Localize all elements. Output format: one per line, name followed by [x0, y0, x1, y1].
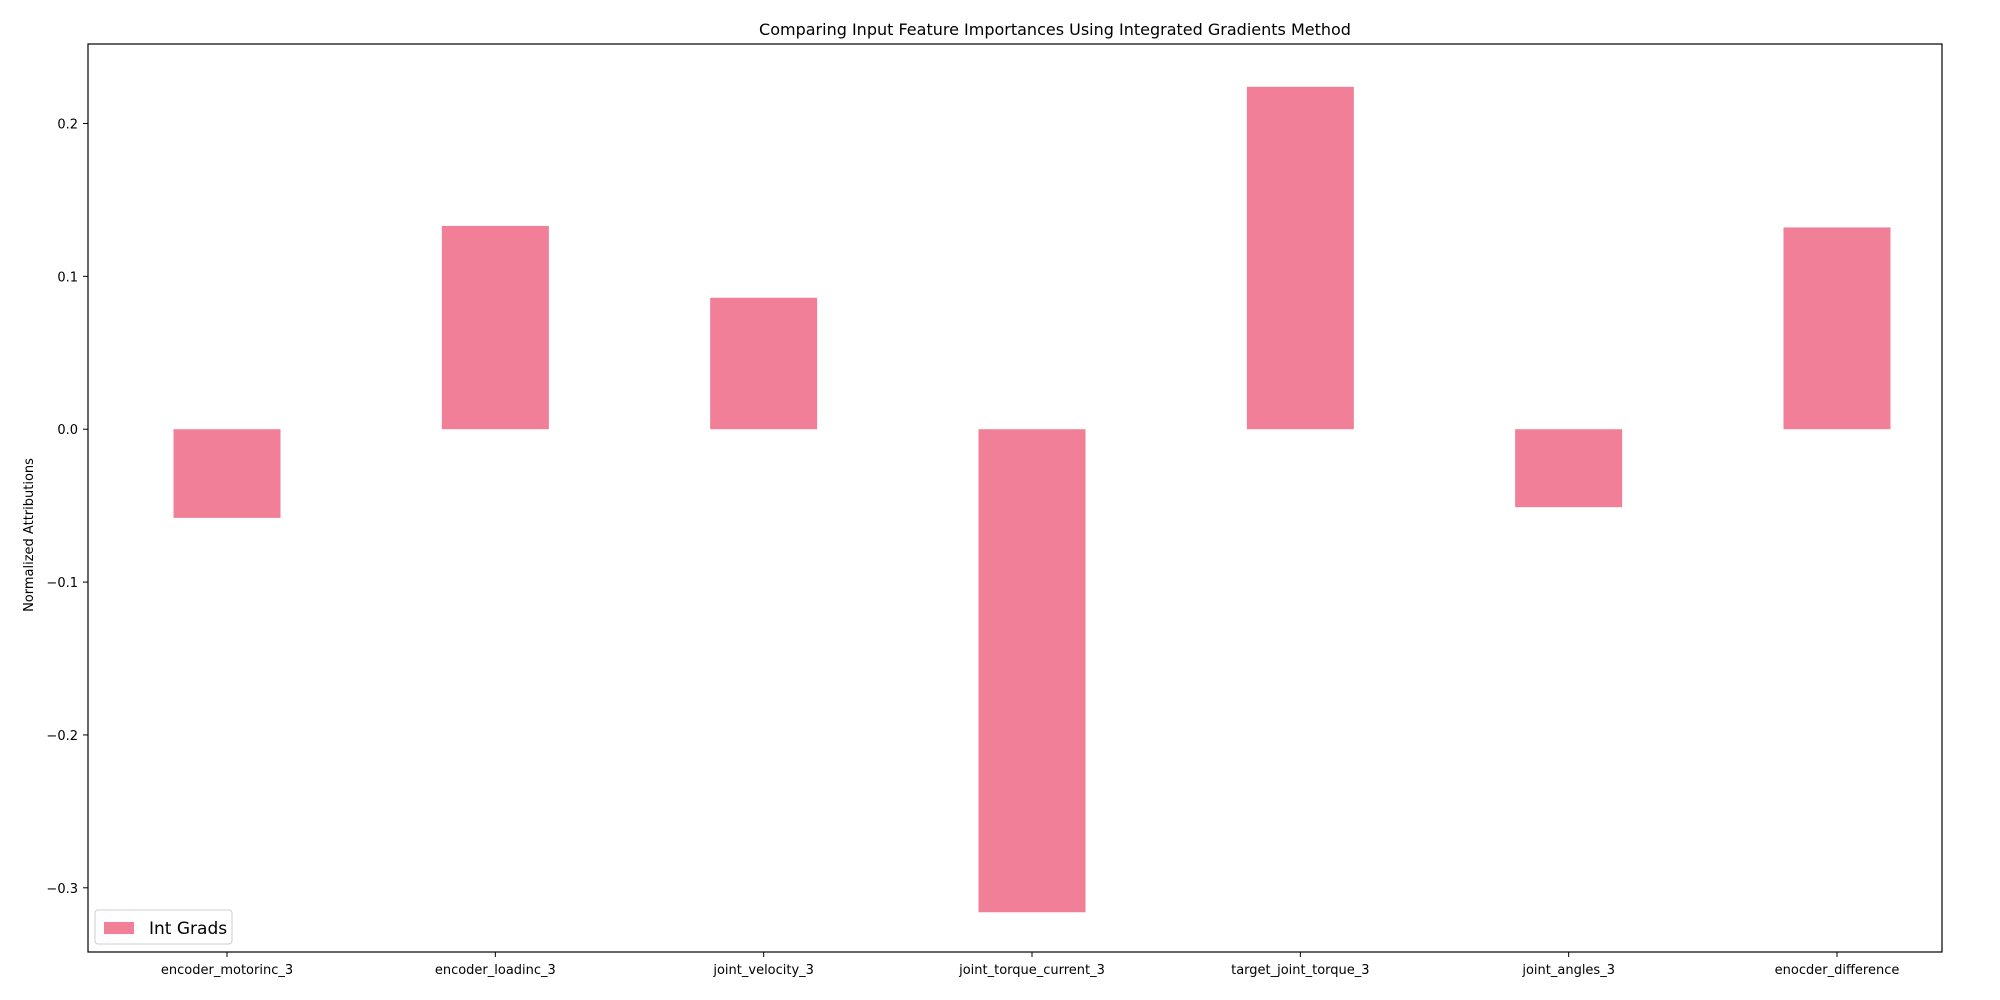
- bars-group: [173, 86, 1891, 913]
- x-tick-label: enocder_difference: [1775, 963, 1900, 978]
- y-axis-label: Normalized Attributions: [22, 458, 37, 612]
- x-axis-ticks: encoder_motorinc_3 encoder_loadinc_3 joint…: [161, 952, 1899, 978]
- chart-title: Comparing Input Feature Importances Usin…: [759, 20, 1351, 39]
- y-tick-label: 0.2: [57, 117, 78, 132]
- x-tick-label: joint_torque_current_3: [958, 963, 1105, 978]
- bar-target_joint_torque_3: [1246, 86, 1354, 430]
- x-tick-label: encoder_motorinc_3: [161, 963, 293, 978]
- bar-enocder_difference: [1783, 227, 1891, 430]
- y-tick-label: 0.0: [57, 423, 78, 438]
- y-axis-ticks: −0.3 −0.2 −0.1 0.0 0.1 0.2: [46, 117, 88, 897]
- x-tick-label: encoder_loadinc_3: [435, 963, 556, 978]
- legend-swatch: [104, 922, 134, 934]
- legend-label: Int Grads: [149, 919, 227, 939]
- bar-joint_torque_current_3: [978, 429, 1086, 913]
- y-tick-label: −0.3: [46, 882, 78, 897]
- plot-frame: [87, 43, 1943, 953]
- y-tick-label: −0.1: [46, 576, 78, 591]
- bar-joint_velocity_3: [710, 297, 818, 430]
- legend: Int Grads: [94, 909, 233, 945]
- x-tick-label: joint_velocity_3: [712, 963, 814, 978]
- y-tick-label: −0.2: [46, 729, 78, 744]
- legend-box: [94, 909, 233, 945]
- bar-encoder_loadinc_3: [441, 225, 549, 430]
- bar-joint_angles_3: [1515, 429, 1623, 508]
- bar-encoder_motorinc_3: [173, 429, 281, 518]
- x-tick-label: target_joint_torque_3: [1231, 963, 1369, 978]
- y-tick-label: 0.1: [57, 270, 78, 285]
- x-tick-label: joint_angles_3: [1521, 963, 1615, 978]
